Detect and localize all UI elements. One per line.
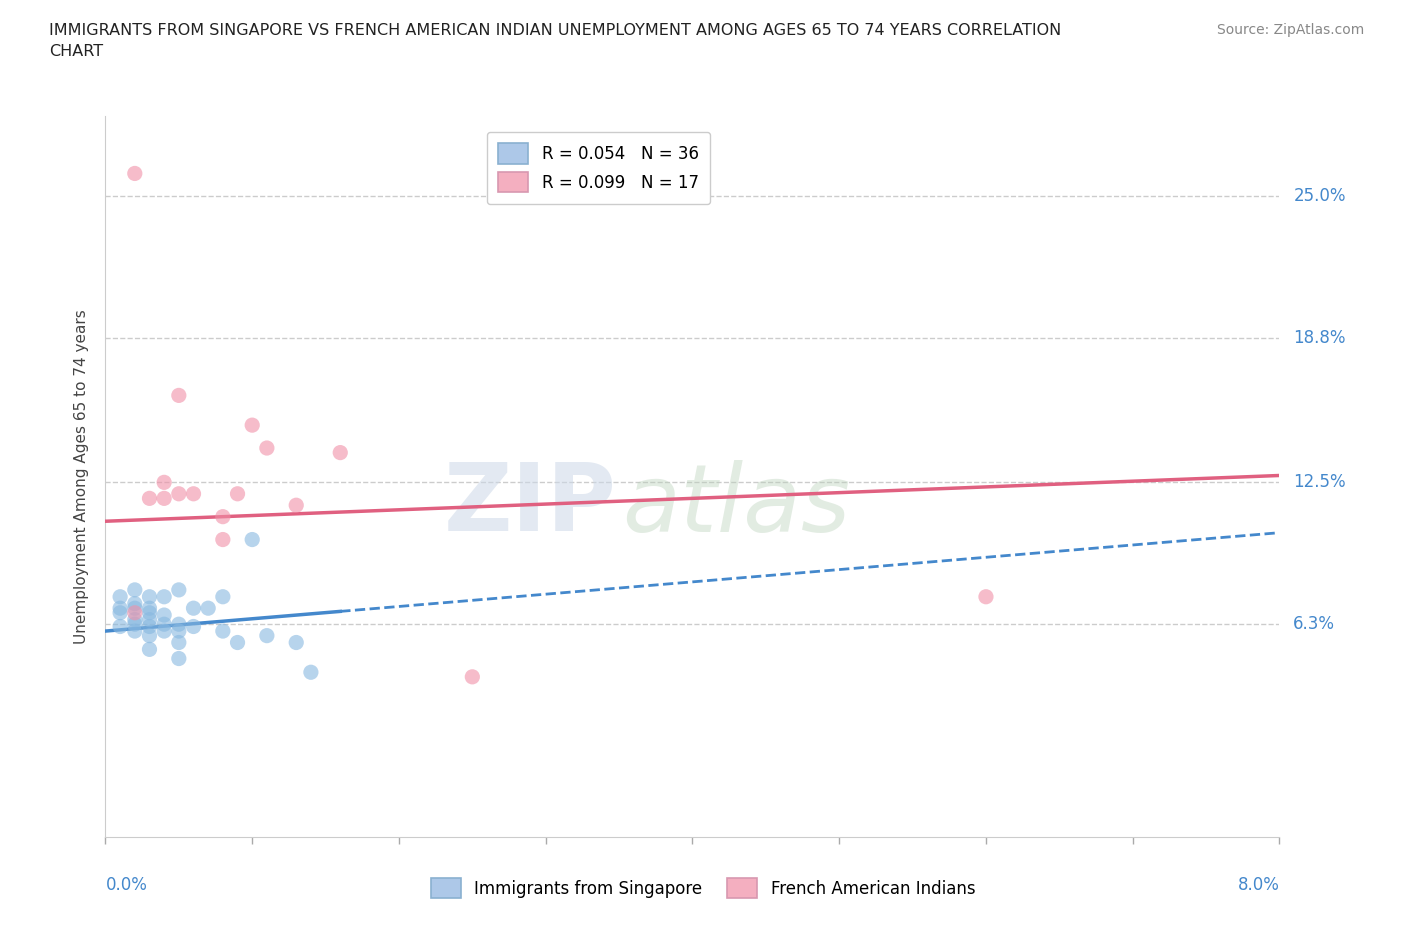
Text: 25.0%: 25.0%	[1294, 187, 1346, 206]
Point	[108, 601, 131, 616]
Point	[124, 605, 146, 620]
Point	[124, 624, 146, 639]
Text: Source: ZipAtlas.com: Source: ZipAtlas.com	[1216, 23, 1364, 37]
Point	[211, 510, 233, 525]
Point	[256, 441, 278, 456]
Point	[183, 601, 205, 616]
Point	[167, 635, 190, 650]
Text: 6.3%: 6.3%	[1294, 616, 1336, 633]
Point	[167, 582, 190, 597]
Point	[256, 628, 278, 643]
Text: 8.0%: 8.0%	[1237, 876, 1279, 894]
Point	[153, 624, 176, 639]
Point	[153, 607, 176, 622]
Point	[461, 670, 484, 684]
Point	[138, 491, 160, 506]
Point	[124, 166, 146, 181]
Point	[167, 651, 190, 666]
Point	[108, 590, 131, 604]
Legend: R = 0.054   N = 36, R = 0.099   N = 17: R = 0.054 N = 36, R = 0.099 N = 17	[486, 132, 710, 204]
Point	[226, 635, 249, 650]
Point	[240, 532, 263, 547]
Point	[138, 601, 160, 616]
Text: IMMIGRANTS FROM SINGAPORE VS FRENCH AMERICAN INDIAN UNEMPLOYMENT AMONG AGES 65 T: IMMIGRANTS FROM SINGAPORE VS FRENCH AMER…	[49, 23, 1062, 60]
Point	[167, 624, 190, 639]
Point	[124, 601, 146, 616]
Point	[153, 590, 176, 604]
Point	[183, 619, 205, 634]
Point	[211, 532, 233, 547]
Point	[138, 590, 160, 604]
Point	[124, 617, 146, 631]
Text: ZIP: ZIP	[443, 459, 616, 551]
Point	[167, 388, 190, 403]
Text: atlas: atlas	[621, 460, 851, 551]
Point	[240, 418, 263, 432]
Text: 0.0%: 0.0%	[105, 876, 148, 894]
Point	[124, 582, 146, 597]
Point	[108, 605, 131, 620]
Legend: Immigrants from Singapore, French American Indians: Immigrants from Singapore, French Americ…	[425, 871, 981, 905]
Point	[285, 498, 308, 512]
Point	[329, 445, 352, 460]
Point	[138, 612, 160, 627]
Point	[299, 665, 322, 680]
Y-axis label: Unemployment Among Ages 65 to 74 years: Unemployment Among Ages 65 to 74 years	[75, 310, 90, 644]
Point	[124, 596, 146, 611]
Point	[138, 605, 160, 620]
Point	[226, 486, 249, 501]
Point	[211, 624, 233, 639]
Point	[183, 486, 205, 501]
Point	[974, 590, 997, 604]
Text: 18.8%: 18.8%	[1294, 329, 1346, 347]
Point	[197, 601, 219, 616]
Point	[138, 628, 160, 643]
Point	[153, 617, 176, 631]
Point	[138, 642, 160, 657]
Point	[285, 635, 308, 650]
Point	[167, 486, 190, 501]
Point	[138, 619, 160, 634]
Point	[167, 617, 190, 631]
Point	[153, 491, 176, 506]
Point	[153, 475, 176, 490]
Point	[211, 590, 233, 604]
Text: 12.5%: 12.5%	[1294, 473, 1346, 491]
Point	[124, 612, 146, 627]
Point	[108, 619, 131, 634]
